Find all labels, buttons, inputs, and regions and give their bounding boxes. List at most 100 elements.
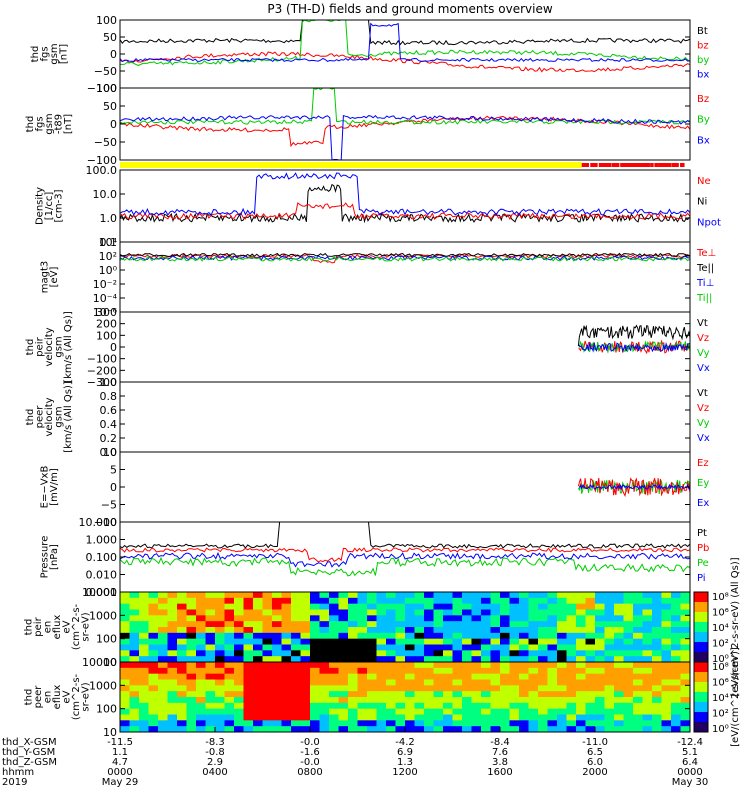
y-axis-label: gsm (44, 113, 55, 134)
y-tick-label: 1.0 (100, 376, 118, 389)
x-tick-hhmm: 0000 (677, 767, 702, 778)
y-tick-label: 10⁻⁴ (93, 292, 118, 305)
y-tick-label: 1.0 (100, 212, 118, 225)
legend-label: Ez (697, 458, 709, 469)
y-axis-label: eV (62, 690, 73, 703)
legend-label: Pt (697, 528, 707, 539)
y-tick-label: 10000 (82, 656, 117, 669)
panel-peer_velocity: 1.00.80.60.40.20.0 thdpeervelocitygsm[km/… (25, 376, 710, 459)
colorbar-tick-label: 10⁸ (712, 662, 729, 673)
legend-label: by (697, 55, 709, 66)
x-tick-z: 2.9 (207, 757, 223, 768)
x-tick-x: -8.4 (490, 737, 510, 748)
y-tick-label: 10⁻⁶ (93, 306, 118, 319)
y-tick-label: 200 (96, 318, 117, 331)
y-axis-label: fgs (35, 116, 46, 131)
y-tick-label: 50 (103, 100, 117, 113)
y-axis-label: peir (35, 336, 46, 356)
y-tick-label: −10 (94, 516, 117, 529)
series-Npot (120, 172, 690, 216)
series-Ti-par (120, 256, 690, 262)
x-tick-hhmm: 1600 (487, 767, 512, 778)
y-axis-label: Pressure (39, 536, 50, 579)
y-tick-label: −300 (87, 376, 117, 389)
y-axis-label: gsm (54, 336, 65, 357)
y-axis-label: sr-eV) (81, 612, 92, 641)
y-tick-label: 0.001 (86, 586, 118, 599)
plot-area (120, 88, 690, 160)
colorbar-tick-label: 10⁰ (712, 654, 729, 665)
y-tick-label: 10 (103, 726, 117, 739)
y-tick-label: 0 (110, 48, 117, 61)
panel-pressure: 10.000 1.000 0.100 0.010 0.001 Pressure[nPa] P… (39, 516, 709, 599)
y-axis-label: thd (25, 409, 36, 426)
y-axis-label: gsm (49, 43, 60, 64)
x-tick-y: -1.6 (300, 747, 320, 758)
legend-label: Vx (697, 363, 710, 374)
x-tick-x: -11.5 (107, 737, 133, 748)
x-row-label: thd_Y-GSM (2, 747, 55, 758)
x-tick-x: -0.0 (300, 737, 320, 748)
y-tick-label: 0 (110, 481, 117, 494)
y-axis-label: velocity (44, 397, 55, 436)
legend-label: Te|| (696, 263, 714, 274)
legend-label: bx (697, 70, 709, 81)
x-tick-z: 4.7 (112, 757, 128, 768)
y-axis-label: thd (30, 46, 41, 63)
y-tick-label: 100 (96, 329, 117, 342)
x-tick-y: 7.6 (492, 747, 508, 758)
series-Pi (120, 551, 690, 568)
y-tick-label: −100 (87, 353, 117, 366)
y-tick-label: 100 (96, 82, 117, 95)
y-axis-label: [cm-3] (54, 189, 65, 222)
y-tick-label: 0.1 (100, 236, 118, 249)
panel-frame (119, 19, 691, 89)
plot-area (120, 477, 690, 498)
y-axis-label: peir (33, 616, 44, 636)
legend-label: Vx (697, 433, 710, 444)
panel-peer_en_eflux: 10000 1000 100 10 thdpeerenefluxeV(cm^2-s-sr… (24, 647, 742, 747)
legend-label: Vz (697, 333, 709, 344)
panel-frame (119, 169, 691, 243)
y-axis-label: fgs (39, 46, 50, 61)
x-row-label: hhmm (2, 767, 34, 778)
y-axis-label: en (43, 621, 54, 634)
chart-title: P3 (TH-D) fields and ground moments over… (267, 2, 552, 16)
y-axis-label: thd (25, 339, 36, 356)
x-tick-hhmm: 0800 (297, 767, 322, 778)
legend-label: Te⊥ (696, 248, 716, 259)
series-Pt (120, 522, 690, 549)
series-Te-par (120, 252, 690, 258)
colorbar-tick-label: 10⁸ (712, 592, 729, 603)
x-tick-x: -4.2 (395, 737, 415, 748)
legend-label: Vz (697, 403, 709, 414)
y-tick-label: 1000 (89, 679, 117, 692)
y-axis-label: [nT] (58, 44, 69, 64)
y-axis-label: [mV/m] (49, 468, 60, 506)
y-axis-label: eflux (52, 615, 63, 640)
y-tick-label: 0.100 (86, 551, 118, 564)
y-tick-label: −100 (87, 82, 117, 95)
panel-frame (119, 87, 691, 161)
y-tick-label: 0.2 (100, 432, 118, 445)
x-tick-x: -8.3 (205, 737, 225, 748)
legend-label: Ti⊥ (696, 278, 714, 289)
y-tick-label: 10.0 (93, 188, 118, 201)
colorbar: 10⁸ 10⁶ 10⁴ 10² 10⁰ [eV/(cm^2-s-sr-eV)] (693, 647, 741, 747)
x-tick-y: -0.8 (205, 747, 225, 758)
series-Pe (120, 556, 690, 577)
legend-label: Ey (697, 478, 709, 489)
y-tick-label: 10² (99, 250, 117, 263)
x-row-label: thd_Z-GSM (2, 757, 57, 768)
x-row-label: 2019 (2, 777, 27, 788)
y-tick-label: 1.000 (86, 534, 118, 547)
y-tick-label: 100 (96, 14, 117, 27)
legend-label: Vt (697, 388, 708, 399)
y-tick-label: 50 (103, 31, 117, 44)
panel-density: 100.0 10.0 1.0 0.1 Density[1/cc][cm-3] Ne Ni Np… (35, 164, 721, 249)
